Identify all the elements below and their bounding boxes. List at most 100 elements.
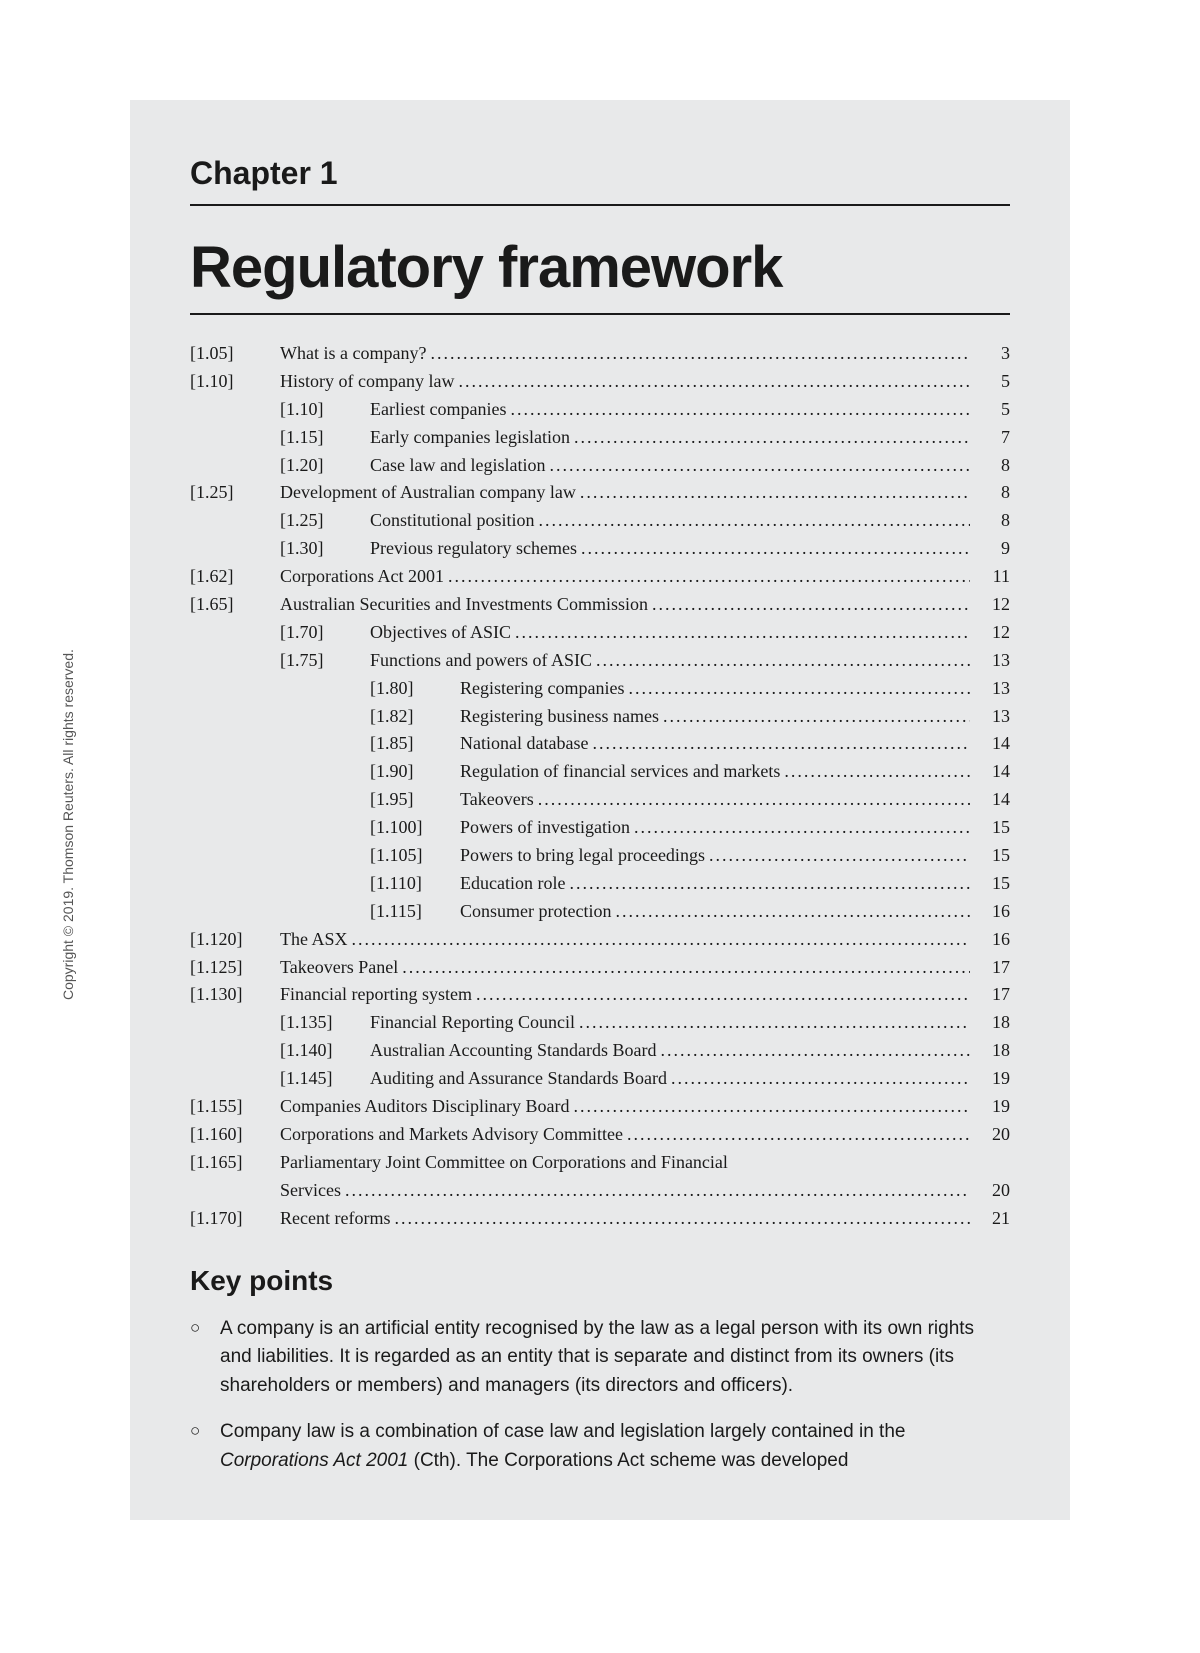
toc-label: The ASX: [280, 926, 348, 954]
toc-ref: [1.85]: [370, 730, 460, 758]
toc-entry: [1.15]Early companies legislation 7: [190, 424, 1010, 452]
toc-entry: [1.85]National database 14: [190, 730, 1010, 758]
toc-entry: [1.90]Regulation of financial services a…: [190, 758, 1010, 786]
toc-leader: [648, 591, 970, 619]
toc-label: Corporations Act 2001: [280, 563, 444, 591]
toc-label: Australian Securities and Investments Co…: [280, 591, 648, 619]
bullet-icon: ○: [190, 1418, 220, 1475]
toc-leader: [659, 703, 970, 731]
toc-label: Consumer protection: [460, 898, 611, 926]
toc-leader: [535, 507, 970, 535]
toc-leader: [656, 1037, 970, 1065]
toc-entry: [1.25]Constitutional position 8: [190, 507, 1010, 535]
toc-page: 16: [970, 898, 1010, 926]
toc-ref: [1.10]: [280, 396, 370, 424]
toc-leader: [390, 1205, 970, 1233]
toc-leader: [348, 926, 971, 954]
toc-entry: [1.165]Parliamentary Joint Committee on …: [190, 1149, 1010, 1177]
toc-ref: [1.115]: [370, 898, 460, 926]
toc-leader: [575, 1009, 970, 1037]
toc-page: 14: [970, 730, 1010, 758]
toc-ref: [1.120]: [190, 926, 280, 954]
toc-label: Development of Australian company law: [280, 479, 576, 507]
toc-ref: [1.25]: [190, 479, 280, 507]
toc-leader: [506, 396, 970, 424]
toc-entry: [1.100]Powers of investigation 15: [190, 814, 1010, 842]
key-point-item: ○A company is an artificial entity recog…: [190, 1315, 1010, 1401]
toc-leader: [444, 563, 970, 591]
toc-ref: [1.140]: [280, 1037, 370, 1065]
toc-page: 18: [970, 1037, 1010, 1065]
toc-leader: [577, 535, 970, 563]
toc-entry: [1.30]Previous regulatory schemes 9: [190, 535, 1010, 563]
toc-entry: [1.65]Australian Securities and Investme…: [190, 591, 1010, 619]
page: Chapter 1 Regulatory framework [1.05]Wha…: [130, 100, 1070, 1520]
toc-page: 8: [970, 452, 1010, 480]
toc-entry: [1.160]Corporations and Markets Advisory…: [190, 1121, 1010, 1149]
toc-page: 11: [970, 563, 1010, 591]
toc-ref: [1.135]: [280, 1009, 370, 1037]
toc-entry: [1.120]The ASX 16: [190, 926, 1010, 954]
toc-label: Parliamentary Joint Committee on Corpora…: [280, 1149, 728, 1177]
toc-entry: [1.10]Earliest companies 5: [190, 396, 1010, 424]
toc-label: Corporations and Markets Advisory Commit…: [280, 1121, 623, 1149]
toc-label: Education role: [460, 870, 565, 898]
toc-leader: [472, 981, 970, 1009]
key-point-text: A company is an artificial entity recogn…: [220, 1315, 1010, 1401]
toc-ref: [1.25]: [280, 507, 370, 535]
toc-ref: [1.20]: [280, 452, 370, 480]
toc-label: Constitutional position: [370, 507, 535, 535]
toc-leader: [398, 954, 970, 982]
toc-page: 3: [970, 340, 1010, 368]
toc-label: Financial Reporting Council: [370, 1009, 575, 1037]
rule-bottom: [190, 313, 1010, 315]
toc-ref: [1.75]: [280, 647, 370, 675]
toc-page: 16: [970, 926, 1010, 954]
toc-ref: [1.82]: [370, 703, 460, 731]
toc-ref: [1.62]: [190, 563, 280, 591]
toc-ref: [1.125]: [190, 954, 280, 982]
toc-leader: [630, 814, 970, 842]
toc-page: 15: [970, 842, 1010, 870]
toc-page: 9: [970, 535, 1010, 563]
toc-leader: [511, 619, 970, 647]
toc-page: 18: [970, 1009, 1010, 1037]
toc-ref: [1.165]: [190, 1149, 280, 1177]
key-point-text: Company law is a combination of case law…: [220, 1418, 1010, 1475]
toc-entry: [1.62]Corporations Act 2001 11: [190, 563, 1010, 591]
toc-label: Registering companies: [460, 675, 624, 703]
toc-page: 19: [970, 1093, 1010, 1121]
toc-leader: [624, 675, 970, 703]
toc-page: 13: [970, 703, 1010, 731]
toc-entry: [1.125]Takeovers Panel 17: [190, 954, 1010, 982]
toc-ref: [1.05]: [190, 340, 280, 368]
toc-label: Recent reforms: [280, 1205, 390, 1233]
key-points-list: ○A company is an artificial entity recog…: [190, 1315, 1010, 1476]
toc-label: Functions and powers of ASIC: [370, 647, 592, 675]
toc-entry: [1.140]Australian Accounting Standards B…: [190, 1037, 1010, 1065]
toc-ref: [1.100]: [370, 814, 460, 842]
toc-leader: [565, 870, 970, 898]
chapter-number: Chapter 1: [190, 155, 1010, 192]
toc-label: What is a company?: [280, 340, 426, 368]
toc-ref: [1.170]: [190, 1205, 280, 1233]
toc-entry: [1.95]Takeovers 14: [190, 786, 1010, 814]
toc-entry: [1.10]History of company law 5: [190, 368, 1010, 396]
toc-ref: [1.70]: [280, 619, 370, 647]
toc-leader: [570, 424, 970, 452]
toc-label: Auditing and Assurance Standards Board: [370, 1065, 667, 1093]
toc-leader: [611, 898, 970, 926]
key-points-heading: Key points: [190, 1265, 1010, 1297]
toc-entry: [1.170]Recent reforms 21: [190, 1205, 1010, 1233]
toc-entry: [1.05]What is a company? 3: [190, 340, 1010, 368]
toc-page: 8: [970, 507, 1010, 535]
toc-leader: [545, 452, 970, 480]
toc-page: 14: [970, 786, 1010, 814]
toc-page: 12: [970, 591, 1010, 619]
toc-leader: [592, 647, 970, 675]
toc-ref: [1.10]: [190, 368, 280, 396]
toc-label: Companies Auditors Disciplinary Board: [280, 1093, 569, 1121]
toc-ref: [1.145]: [280, 1065, 370, 1093]
toc-label: Takeovers Panel: [280, 954, 398, 982]
toc-leader: [426, 340, 970, 368]
